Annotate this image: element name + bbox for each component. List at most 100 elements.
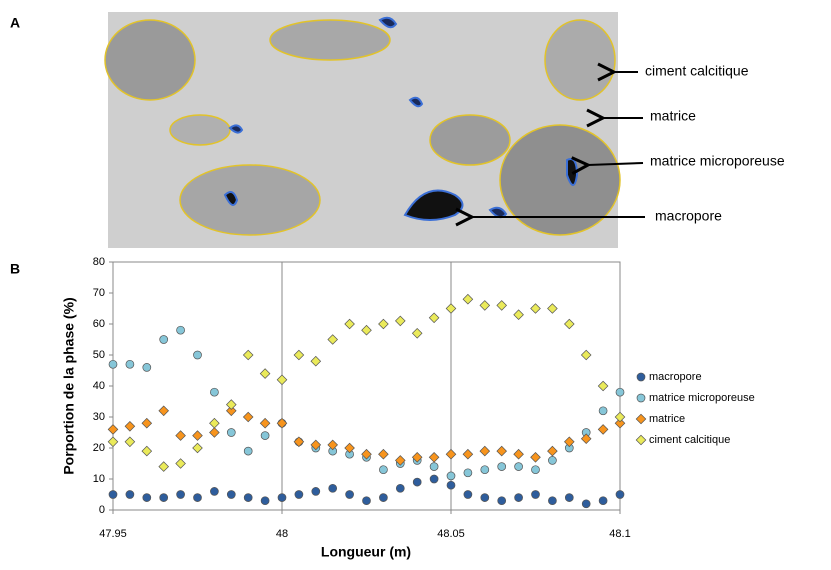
y-axis-label: Porportion de la phase (%) (61, 297, 77, 474)
data-point (327, 334, 338, 345)
legend-label: matrice (649, 413, 685, 425)
data-point (496, 300, 507, 311)
annotation: ciment calcitique (645, 63, 749, 79)
data-point (497, 462, 507, 471)
data-point (108, 359, 118, 369)
data-point (480, 493, 490, 502)
data-point (513, 309, 524, 320)
legend-label: ciment calcitique (649, 434, 730, 446)
data-point (429, 462, 439, 471)
data-point (428, 452, 440, 463)
data-point (531, 465, 540, 475)
data-point (243, 446, 253, 456)
data-point (547, 445, 558, 457)
data-point (513, 448, 524, 460)
data-point (107, 436, 119, 448)
y-tick-label: 0 (99, 504, 105, 516)
data-point (226, 490, 236, 499)
data-point (193, 350, 202, 360)
data-point (479, 445, 491, 457)
legend-marker (636, 372, 646, 382)
data-point (209, 417, 220, 429)
data-point (548, 496, 557, 506)
annotation: matrice microporeuse (650, 153, 785, 169)
data-point (175, 430, 186, 441)
data-point (293, 349, 305, 361)
legend-label: macropore (649, 371, 702, 383)
data-point (411, 452, 423, 463)
data-point (479, 300, 491, 311)
y-tick-label: 30 (93, 411, 105, 423)
data-point (361, 324, 372, 336)
data-point (395, 315, 406, 327)
data-point (564, 493, 574, 502)
data-point (175, 458, 186, 469)
annotation: matrice (650, 108, 696, 124)
data-point (531, 490, 540, 499)
data-point (547, 303, 558, 314)
data-point (142, 363, 152, 372)
data-point (141, 445, 153, 457)
data-point (192, 430, 203, 441)
data-point (193, 493, 202, 502)
legend-marker (635, 413, 647, 425)
x-tick-label: 48 (276, 528, 288, 540)
data-point (462, 448, 474, 460)
y-tick-label: 20 (93, 442, 105, 454)
data-point (107, 424, 119, 435)
data-point (564, 318, 575, 330)
plot-frame (112, 261, 621, 511)
y-tick-label: 80 (93, 256, 105, 268)
data-point (243, 493, 253, 502)
data-point (344, 318, 355, 330)
data-point (141, 417, 153, 429)
y-tick-label: 50 (93, 349, 105, 361)
data-point (379, 465, 388, 475)
data-point (125, 490, 135, 499)
data-point (530, 452, 541, 463)
data-point (614, 417, 626, 429)
data-point (395, 483, 405, 493)
data-point (597, 424, 609, 435)
data-point (615, 387, 625, 397)
legend-label: matrice microporeuse (649, 392, 755, 404)
data-point (210, 387, 219, 397)
data-point (310, 355, 322, 367)
data-point (514, 493, 523, 502)
data-point (226, 428, 236, 437)
data-point (446, 480, 456, 490)
data-point (379, 493, 388, 502)
legend-marker (635, 434, 647, 446)
data-point (497, 496, 507, 506)
data-point (480, 465, 490, 475)
x-tick-label: 48.05 (437, 528, 465, 540)
data-point (328, 483, 338, 493)
data-point (226, 405, 237, 417)
data-point (614, 411, 626, 423)
data-point (378, 318, 389, 330)
data-point (428, 312, 440, 324)
data-point (159, 335, 169, 344)
data-point (598, 406, 608, 416)
data-point (310, 439, 322, 451)
data-point (276, 374, 288, 386)
y-tick-label: 60 (93, 318, 105, 330)
data-point (277, 493, 287, 502)
y-tick-label: 10 (93, 473, 105, 485)
data-point (293, 436, 305, 448)
data-point (192, 442, 203, 454)
data-point (294, 490, 304, 499)
data-point (597, 380, 609, 392)
data-point (327, 439, 338, 451)
data-point (564, 436, 575, 448)
data-point (259, 368, 271, 379)
data-point (345, 490, 354, 499)
data-point (124, 436, 136, 448)
data-point (598, 496, 608, 506)
data-point (445, 303, 457, 314)
data-point (581, 499, 591, 509)
data-point (242, 349, 254, 361)
data-point (378, 448, 389, 460)
data-point (411, 328, 423, 339)
x-tick-label: 47.95 (99, 528, 127, 540)
